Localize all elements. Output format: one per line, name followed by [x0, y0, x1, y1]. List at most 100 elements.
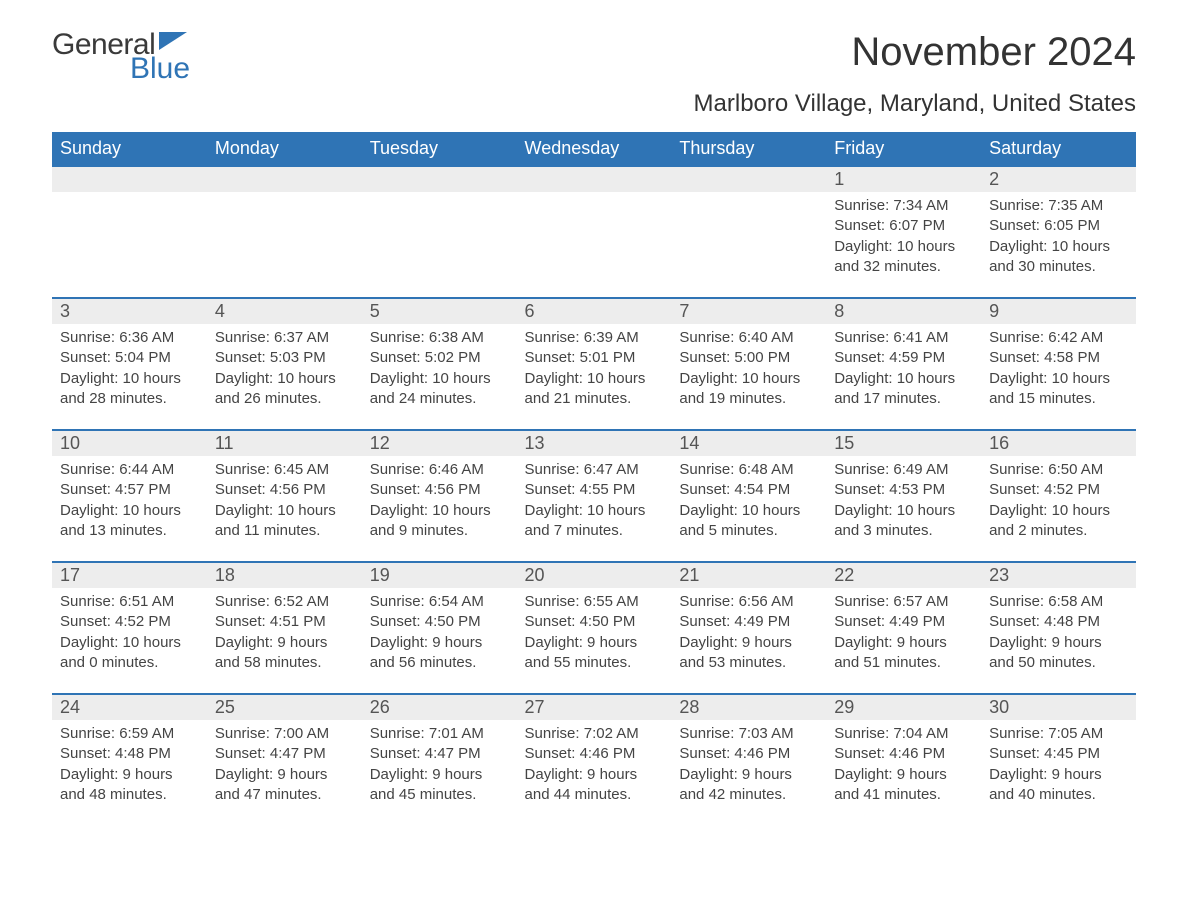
- calendar-cell: 28Sunrise: 7:03 AMSunset: 4:46 PMDayligh…: [671, 694, 826, 826]
- day-details: Sunrise: 7:34 AMSunset: 6:07 PMDaylight:…: [826, 192, 981, 283]
- day-number: 29: [826, 695, 981, 720]
- day-details: Sunrise: 7:02 AMSunset: 4:46 PMDaylight:…: [517, 720, 672, 811]
- day-number-bar: [52, 167, 207, 192]
- day-number: 15: [826, 431, 981, 456]
- calendar-table: SundayMondayTuesdayWednesdayThursdayFrid…: [52, 132, 1136, 826]
- day-number: 19: [362, 563, 517, 588]
- day-number: 20: [517, 563, 672, 588]
- calendar-cell: 13Sunrise: 6:47 AMSunset: 4:55 PMDayligh…: [517, 430, 672, 562]
- day-details: Sunrise: 6:50 AMSunset: 4:52 PMDaylight:…: [981, 456, 1136, 547]
- day-number: 16: [981, 431, 1136, 456]
- day-details: Sunrise: 6:36 AMSunset: 5:04 PMDaylight:…: [52, 324, 207, 415]
- day-number-bar: [362, 167, 517, 192]
- day-details: Sunrise: 7:00 AMSunset: 4:47 PMDaylight:…: [207, 720, 362, 811]
- day-number-bar: [517, 167, 672, 192]
- day-number: 22: [826, 563, 981, 588]
- day-number: 25: [207, 695, 362, 720]
- calendar-cell: [362, 166, 517, 298]
- day-number: 7: [671, 299, 826, 324]
- calendar-cell: 11Sunrise: 6:45 AMSunset: 4:56 PMDayligh…: [207, 430, 362, 562]
- calendar-cell: 4Sunrise: 6:37 AMSunset: 5:03 PMDaylight…: [207, 298, 362, 430]
- day-number: 8: [826, 299, 981, 324]
- day-header: Monday: [207, 132, 362, 166]
- day-details: Sunrise: 6:41 AMSunset: 4:59 PMDaylight:…: [826, 324, 981, 415]
- day-number: 10: [52, 431, 207, 456]
- calendar-cell: 16Sunrise: 6:50 AMSunset: 4:52 PMDayligh…: [981, 430, 1136, 562]
- day-details: Sunrise: 6:48 AMSunset: 4:54 PMDaylight:…: [671, 456, 826, 547]
- calendar-cell: 22Sunrise: 6:57 AMSunset: 4:49 PMDayligh…: [826, 562, 981, 694]
- day-header: Sunday: [52, 132, 207, 166]
- header: General Blue November 2024: [52, 30, 1136, 84]
- day-number: 23: [981, 563, 1136, 588]
- day-number: 3: [52, 299, 207, 324]
- day-number: 27: [517, 695, 672, 720]
- day-details: Sunrise: 6:44 AMSunset: 4:57 PMDaylight:…: [52, 456, 207, 547]
- day-header: Thursday: [671, 132, 826, 166]
- day-details: Sunrise: 7:03 AMSunset: 4:46 PMDaylight:…: [671, 720, 826, 811]
- calendar-cell: 1Sunrise: 7:34 AMSunset: 6:07 PMDaylight…: [826, 166, 981, 298]
- day-number: 11: [207, 431, 362, 456]
- day-number-bar: [207, 167, 362, 192]
- day-number: 2: [981, 167, 1136, 192]
- day-number: 5: [362, 299, 517, 324]
- calendar-cell: [52, 166, 207, 298]
- calendar-header-row: SundayMondayTuesdayWednesdayThursdayFrid…: [52, 132, 1136, 166]
- day-details: Sunrise: 6:40 AMSunset: 5:00 PMDaylight:…: [671, 324, 826, 415]
- calendar-cell: 23Sunrise: 6:58 AMSunset: 4:48 PMDayligh…: [981, 562, 1136, 694]
- day-details: Sunrise: 6:37 AMSunset: 5:03 PMDaylight:…: [207, 324, 362, 415]
- day-details: Sunrise: 6:54 AMSunset: 4:50 PMDaylight:…: [362, 588, 517, 679]
- day-number: 17: [52, 563, 207, 588]
- day-header: Wednesday: [517, 132, 672, 166]
- day-details: Sunrise: 6:42 AMSunset: 4:58 PMDaylight:…: [981, 324, 1136, 415]
- day-number: 9: [981, 299, 1136, 324]
- day-details: Sunrise: 6:58 AMSunset: 4:48 PMDaylight:…: [981, 588, 1136, 679]
- calendar-cell: 29Sunrise: 7:04 AMSunset: 4:46 PMDayligh…: [826, 694, 981, 826]
- day-details: Sunrise: 6:51 AMSunset: 4:52 PMDaylight:…: [52, 588, 207, 679]
- day-details: Sunrise: 6:56 AMSunset: 4:49 PMDaylight:…: [671, 588, 826, 679]
- day-number: 26: [362, 695, 517, 720]
- logo: General Blue: [52, 30, 190, 84]
- day-details: Sunrise: 6:57 AMSunset: 4:49 PMDaylight:…: [826, 588, 981, 679]
- day-details: Sunrise: 6:45 AMSunset: 4:56 PMDaylight:…: [207, 456, 362, 547]
- day-number: 21: [671, 563, 826, 588]
- calendar-cell: 18Sunrise: 6:52 AMSunset: 4:51 PMDayligh…: [207, 562, 362, 694]
- calendar-week-row: 3Sunrise: 6:36 AMSunset: 5:04 PMDaylight…: [52, 298, 1136, 430]
- calendar-cell: 12Sunrise: 6:46 AMSunset: 4:56 PMDayligh…: [362, 430, 517, 562]
- calendar-cell: 10Sunrise: 6:44 AMSunset: 4:57 PMDayligh…: [52, 430, 207, 562]
- page-title: November 2024: [851, 30, 1136, 75]
- calendar-cell: 2Sunrise: 7:35 AMSunset: 6:05 PMDaylight…: [981, 166, 1136, 298]
- day-details: Sunrise: 7:01 AMSunset: 4:47 PMDaylight:…: [362, 720, 517, 811]
- day-details: Sunrise: 6:46 AMSunset: 4:56 PMDaylight:…: [362, 456, 517, 547]
- calendar-cell: [671, 166, 826, 298]
- day-details: Sunrise: 6:39 AMSunset: 5:01 PMDaylight:…: [517, 324, 672, 415]
- calendar-cell: 27Sunrise: 7:02 AMSunset: 4:46 PMDayligh…: [517, 694, 672, 826]
- calendar-cell: 30Sunrise: 7:05 AMSunset: 4:45 PMDayligh…: [981, 694, 1136, 826]
- calendar-cell: 20Sunrise: 6:55 AMSunset: 4:50 PMDayligh…: [517, 562, 672, 694]
- calendar-week-row: 24Sunrise: 6:59 AMSunset: 4:48 PMDayligh…: [52, 694, 1136, 826]
- day-number: 18: [207, 563, 362, 588]
- day-details: Sunrise: 6:59 AMSunset: 4:48 PMDaylight:…: [52, 720, 207, 811]
- day-number: 30: [981, 695, 1136, 720]
- day-details: Sunrise: 7:04 AMSunset: 4:46 PMDaylight:…: [826, 720, 981, 811]
- calendar-cell: 21Sunrise: 6:56 AMSunset: 4:49 PMDayligh…: [671, 562, 826, 694]
- calendar-cell: 26Sunrise: 7:01 AMSunset: 4:47 PMDayligh…: [362, 694, 517, 826]
- calendar-cell: 3Sunrise: 6:36 AMSunset: 5:04 PMDaylight…: [52, 298, 207, 430]
- day-number: 13: [517, 431, 672, 456]
- calendar-cell: 24Sunrise: 6:59 AMSunset: 4:48 PMDayligh…: [52, 694, 207, 826]
- day-number: 4: [207, 299, 362, 324]
- day-details: Sunrise: 7:05 AMSunset: 4:45 PMDaylight:…: [981, 720, 1136, 811]
- calendar-week-row: 1Sunrise: 7:34 AMSunset: 6:07 PMDaylight…: [52, 166, 1136, 298]
- location-subtitle: Marlboro Village, Maryland, United State…: [52, 90, 1136, 118]
- day-number: 12: [362, 431, 517, 456]
- day-number: 1: [826, 167, 981, 192]
- day-details: Sunrise: 7:35 AMSunset: 6:05 PMDaylight:…: [981, 192, 1136, 283]
- calendar-cell: [207, 166, 362, 298]
- calendar-week-row: 17Sunrise: 6:51 AMSunset: 4:52 PMDayligh…: [52, 562, 1136, 694]
- day-header: Tuesday: [362, 132, 517, 166]
- day-number: 14: [671, 431, 826, 456]
- calendar-cell: 7Sunrise: 6:40 AMSunset: 5:00 PMDaylight…: [671, 298, 826, 430]
- calendar-cell: 19Sunrise: 6:54 AMSunset: 4:50 PMDayligh…: [362, 562, 517, 694]
- calendar-cell: 15Sunrise: 6:49 AMSunset: 4:53 PMDayligh…: [826, 430, 981, 562]
- calendar-cell: [517, 166, 672, 298]
- calendar-cell: 5Sunrise: 6:38 AMSunset: 5:02 PMDaylight…: [362, 298, 517, 430]
